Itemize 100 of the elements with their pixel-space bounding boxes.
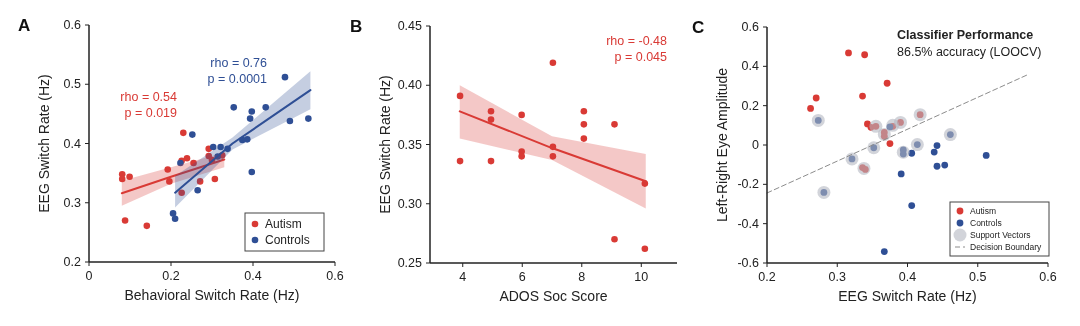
point [169, 210, 177, 217]
x-tick-label: 0.3 [828, 270, 846, 284]
y-tick-label: 0 [752, 138, 760, 152]
legend-label: Autism [265, 217, 302, 232]
point [166, 178, 173, 185]
x-tick-label: 8 [578, 270, 586, 284]
y-tick-label: -0.2 [737, 177, 760, 192]
y-tick-label: 0.6 [741, 20, 760, 34]
point [248, 108, 256, 115]
y-axis-title: EEG Switch Rate (Hz) [36, 74, 52, 213]
point [861, 51, 869, 59]
point [262, 104, 270, 111]
annotation: 86.5% accuracy (LOOCV) [897, 45, 1042, 59]
annotation: rho = 0.76 [210, 56, 268, 70]
point [178, 189, 185, 196]
point [897, 170, 905, 178]
point [883, 79, 891, 87]
chart-title: C [692, 18, 705, 37]
annotation: rho = 0.54 [120, 90, 178, 104]
point [456, 157, 464, 165]
point [812, 94, 820, 102]
point [886, 140, 894, 148]
x-tick-label: 6 [518, 270, 526, 284]
point [859, 92, 866, 100]
point [126, 173, 133, 180]
point [641, 245, 649, 253]
y-tick-label: 0.6 [63, 18, 82, 32]
chart-title: A [18, 16, 31, 35]
point [487, 108, 495, 115]
point [171, 215, 179, 223]
point [183, 155, 191, 162]
y-tick-label: 0.35 [397, 137, 423, 152]
point [118, 175, 126, 183]
point [196, 178, 204, 185]
y-tick-label: 0.40 [397, 78, 423, 93]
y-tick-label: 0.3 [63, 195, 82, 210]
point [143, 222, 151, 230]
annotation: rho = -0.48 [606, 34, 668, 48]
point [580, 135, 588, 142]
x-tick-label: 4 [459, 270, 467, 284]
point [811, 113, 825, 127]
y-axis-title: EEG Switch Rate (Hz) [377, 75, 393, 214]
point [281, 73, 289, 81]
point [857, 161, 871, 175]
legend-label: Decision Boundary [970, 241, 1043, 252]
point [908, 149, 916, 157]
legend-label: Controls [970, 217, 1002, 228]
chart-title: B [350, 17, 363, 36]
annotation: Classifier Performance [897, 28, 1034, 42]
point [549, 153, 557, 160]
point [982, 152, 990, 159]
point [641, 180, 649, 187]
y-tick-label: 0.30 [397, 196, 423, 211]
point [286, 117, 294, 125]
point [205, 152, 213, 160]
point [880, 248, 888, 255]
x-axis-title: ADOS Soc Score [499, 288, 608, 304]
point [930, 148, 938, 156]
point [305, 115, 312, 122]
annotation: p = 0.019 [124, 106, 178, 120]
point [190, 159, 197, 167]
y-tick-label: -0.4 [737, 216, 760, 231]
annotation: p = 0.045 [614, 50, 668, 64]
x-tick-label: 0.5 [969, 270, 987, 284]
point [933, 142, 941, 149]
y-tick-label: 0.4 [741, 59, 760, 74]
point [611, 121, 618, 128]
point [246, 115, 254, 122]
point [580, 121, 588, 128]
point [896, 145, 910, 159]
point [230, 104, 238, 111]
point [456, 92, 464, 100]
point [209, 143, 217, 151]
x-tick-label: 0 [85, 269, 93, 283]
point [189, 131, 196, 138]
point [164, 166, 172, 173]
point [933, 162, 941, 170]
point [908, 202, 916, 209]
point [580, 108, 588, 115]
legend-label: Autism [970, 205, 996, 216]
y-tick-label: 0.25 [397, 256, 423, 270]
point [121, 217, 129, 224]
x-tick-label: 0.6 [326, 269, 344, 283]
x-tick-label: 10 [634, 270, 649, 284]
point [487, 116, 495, 123]
point [943, 128, 957, 142]
y-tick-label: 0.5 [63, 77, 82, 92]
x-axis-title: EEG Switch Rate (Hz) [838, 288, 977, 304]
point [941, 161, 949, 169]
y-tick-label: 0.2 [63, 255, 82, 269]
x-axis-title: Behavioral Switch Rate (Hz) [124, 287, 300, 303]
point [194, 187, 201, 194]
point [817, 185, 831, 199]
point [487, 157, 495, 165]
point [845, 49, 852, 57]
point [518, 153, 525, 160]
y-tick-label: 0.4 [63, 136, 82, 151]
x-tick-label: 0.4 [244, 269, 262, 283]
point [217, 143, 224, 151]
point [611, 236, 618, 243]
